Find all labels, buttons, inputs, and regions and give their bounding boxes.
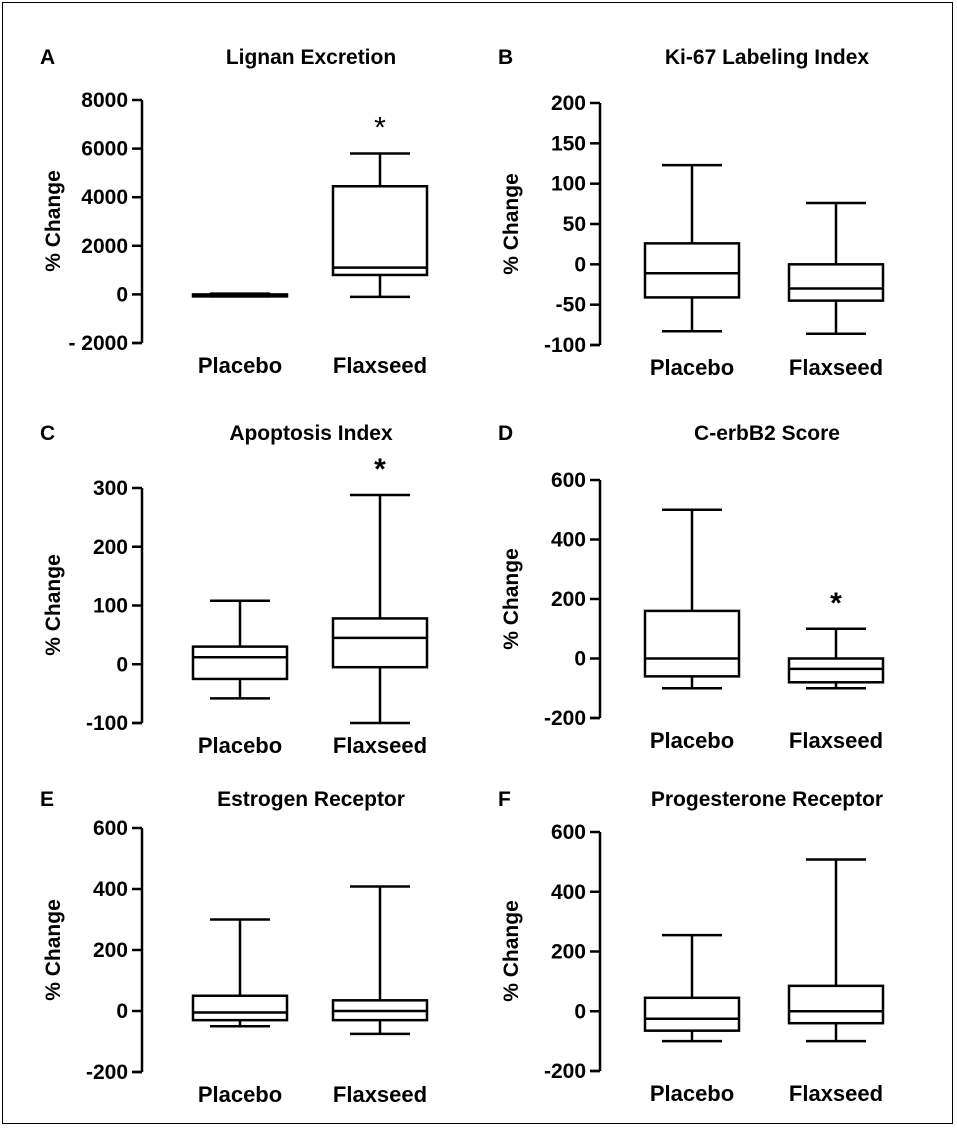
y-tick-label: 0 xyxy=(116,1000,128,1023)
box-iqr xyxy=(787,263,885,302)
y-axis-label: % Change xyxy=(500,548,523,650)
x-tick-label: Placebo xyxy=(198,733,282,758)
y-axis-label: % Change xyxy=(42,554,65,656)
y-tick-label: 8000 xyxy=(81,89,128,112)
x-tick-label: Flaxseed xyxy=(333,733,427,758)
y-tick-label: 400 xyxy=(93,878,128,901)
y-tick-label: 200 xyxy=(93,536,128,559)
panel-letter: F xyxy=(498,788,511,811)
y-axis-label: % Change xyxy=(500,900,523,1002)
box-iqr xyxy=(331,185,429,277)
x-tick-label: Flaxseed xyxy=(789,355,883,380)
y-tick-label: -200 xyxy=(544,707,586,730)
panel-letter: A xyxy=(40,46,55,69)
y-tick-label: 0 xyxy=(574,1000,586,1023)
box-iqr xyxy=(787,984,885,1025)
y-tick-label: 2000 xyxy=(81,235,128,258)
y-tick-label: 0 xyxy=(116,653,128,676)
x-tick-label: Placebo xyxy=(650,355,734,380)
y-tick-label: 0 xyxy=(574,648,586,671)
y-tick-label: 200 xyxy=(93,939,128,962)
chart-title: Lignan Excretion xyxy=(226,46,396,69)
box-iqr xyxy=(643,609,741,678)
chart-title: Apoptosis Index xyxy=(229,422,393,445)
x-tick-label: Placebo xyxy=(650,1081,734,1106)
y-tick-label: - 2000 xyxy=(68,332,128,355)
y-tick-label: 100 xyxy=(551,173,586,196)
y-tick-label: 200 xyxy=(551,941,586,964)
box-iqr xyxy=(191,994,289,1022)
y-tick-label: 300 xyxy=(93,477,128,500)
y-tick-label: -100 xyxy=(86,712,128,735)
y-tick-label: 200 xyxy=(551,92,586,115)
y-tick-label: 400 xyxy=(551,881,586,904)
box-iqr xyxy=(191,645,289,681)
chart-title: Progesterone Receptor xyxy=(651,788,883,811)
y-tick-label: 0 xyxy=(116,283,128,306)
significance-star: * xyxy=(374,453,386,486)
box-iqr xyxy=(643,242,741,299)
box-iqr xyxy=(331,617,429,669)
y-axis-label: % Change xyxy=(42,170,65,272)
panel-letter: C xyxy=(40,422,55,445)
y-tick-label: 600 xyxy=(551,821,586,844)
y-tick-label: 0 xyxy=(574,253,586,276)
x-tick-label: Flaxseed xyxy=(333,1082,427,1107)
x-tick-label: Placebo xyxy=(650,728,734,753)
x-tick-label: Flaxseed xyxy=(333,353,427,378)
chart-title: Estrogen Receptor xyxy=(217,788,405,811)
y-axis-label: % Change xyxy=(500,173,523,275)
y-tick-label: 50 xyxy=(563,213,586,236)
panel-letter: E xyxy=(40,788,54,811)
chart-title: Ki-67 Labeling Index xyxy=(665,46,870,69)
y-tick-label: -50 xyxy=(556,294,586,317)
y-tick-label: 150 xyxy=(551,132,586,155)
significance-star: * xyxy=(830,587,842,620)
panel-letter: B xyxy=(498,46,513,69)
box-iqr xyxy=(643,996,741,1032)
y-tick-label: -200 xyxy=(544,1060,586,1083)
y-tick-label: -100 xyxy=(544,334,586,357)
y-tick-label: -200 xyxy=(86,1061,128,1084)
y-axis-label: % Change xyxy=(42,899,65,1001)
y-tick-label: 600 xyxy=(93,817,128,840)
x-tick-label: Flaxseed xyxy=(789,728,883,753)
x-tick-label: Placebo xyxy=(198,1082,282,1107)
chart-title: C-erbB2 Score xyxy=(694,422,840,445)
y-tick-label: 6000 xyxy=(81,138,128,161)
y-tick-label: 600 xyxy=(551,469,586,492)
y-tick-label: 100 xyxy=(93,595,128,618)
y-tick-label: 200 xyxy=(551,588,586,611)
x-tick-label: Flaxseed xyxy=(789,1081,883,1106)
y-tick-label: 400 xyxy=(551,529,586,552)
y-tick-label: 4000 xyxy=(81,186,128,209)
significance-star: * xyxy=(374,111,386,144)
box-iqr xyxy=(787,657,885,684)
panel-letter: D xyxy=(498,422,513,445)
x-tick-label: Placebo xyxy=(198,353,282,378)
